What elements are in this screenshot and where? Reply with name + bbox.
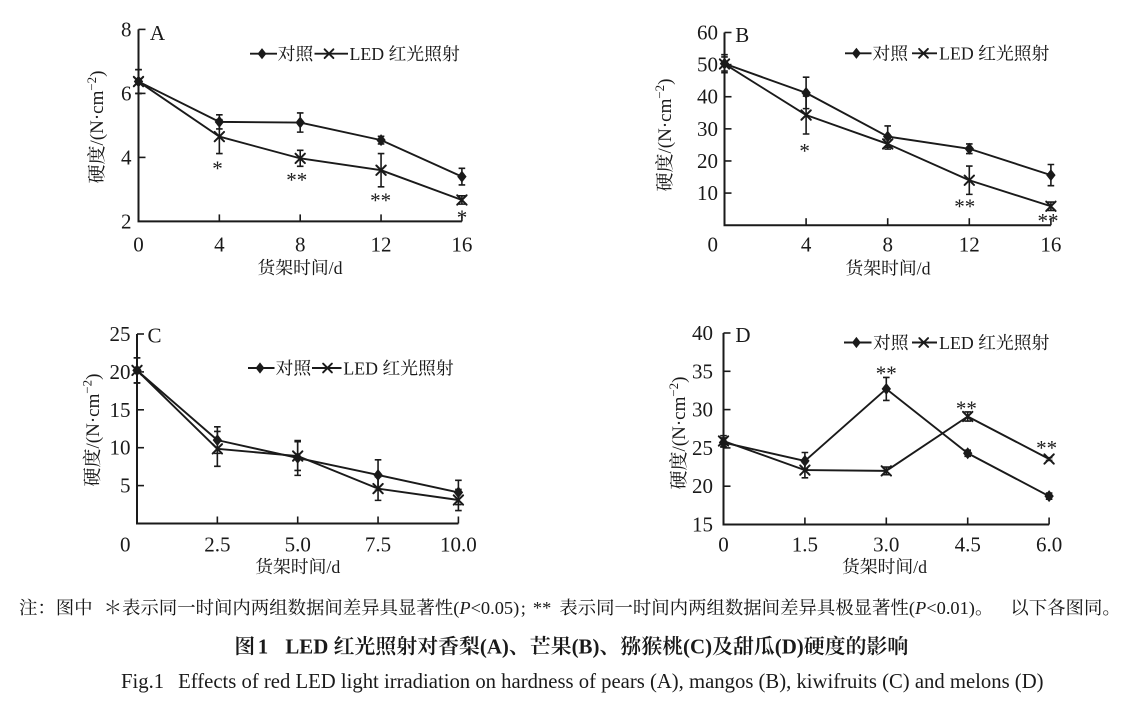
- svg-text:<0.05): <0.05): [471, 598, 520, 619]
- svg-text:−2: −2: [652, 85, 667, 99]
- svg-text:4: 4: [801, 232, 812, 256]
- svg-text:**: **: [954, 195, 975, 219]
- svg-text:6: 6: [121, 81, 132, 105]
- svg-text:35: 35: [692, 359, 713, 383]
- svg-text:0: 0: [120, 532, 131, 556]
- svg-text:15: 15: [692, 513, 713, 537]
- svg-text:(C): (C): [683, 635, 712, 659]
- svg-text:60: 60: [697, 21, 718, 45]
- svg-text:/(N·cm: /(N·cm: [669, 396, 690, 451]
- svg-text:;: ;: [521, 598, 526, 618]
- svg-text:30: 30: [692, 398, 713, 422]
- svg-text:): ): [655, 79, 676, 85]
- svg-text:16: 16: [1040, 232, 1061, 256]
- svg-text:50: 50: [697, 53, 718, 77]
- svg-text:**: **: [533, 598, 551, 618]
- svg-text:LED: LED: [939, 333, 974, 353]
- svg-text:0: 0: [708, 232, 719, 256]
- svg-text:7.5: 7.5: [365, 532, 391, 556]
- svg-text:5.0: 5.0: [285, 532, 311, 556]
- svg-text:8: 8: [121, 17, 132, 41]
- svg-text:4: 4: [121, 145, 132, 169]
- svg-text:8: 8: [882, 232, 893, 256]
- svg-text:/d: /d: [326, 557, 340, 577]
- svg-text:(: (: [909, 598, 915, 619]
- svg-text:1: 1: [258, 635, 268, 659]
- svg-text:6.0: 6.0: [1036, 532, 1062, 556]
- svg-text:2: 2: [121, 209, 132, 233]
- svg-text:40: 40: [697, 85, 718, 109]
- svg-text:20: 20: [692, 474, 713, 498]
- svg-text:10: 10: [110, 436, 131, 460]
- svg-text:(: (: [453, 598, 459, 619]
- svg-text:**: **: [286, 168, 307, 192]
- svg-text:30: 30: [697, 117, 718, 141]
- svg-text:**: **: [956, 397, 977, 421]
- svg-text:**: **: [1036, 436, 1057, 460]
- svg-text:−2: −2: [80, 380, 95, 394]
- svg-text:*: *: [457, 205, 468, 229]
- svg-text:(B): (B): [572, 635, 600, 659]
- svg-text:4: 4: [214, 232, 225, 256]
- svg-text:10: 10: [697, 181, 718, 205]
- svg-text:/d: /d: [329, 258, 343, 278]
- svg-text:LED: LED: [350, 44, 385, 64]
- svg-text:(D): (D): [775, 635, 804, 659]
- svg-text:25: 25: [692, 436, 713, 460]
- svg-text:12: 12: [959, 232, 980, 256]
- svg-text:Effects of red LED light irrad: Effects of red LED light irradiation on …: [178, 671, 1043, 693]
- svg-text:−2: −2: [84, 77, 99, 91]
- svg-text:**: **: [876, 362, 897, 386]
- svg-text:/(N·cm: /(N·cm: [655, 98, 676, 153]
- svg-text:): ): [87, 71, 108, 77]
- svg-text:*: *: [799, 139, 810, 163]
- svg-text:5: 5: [120, 474, 131, 498]
- svg-text:20: 20: [697, 149, 718, 173]
- svg-text:**: **: [1038, 209, 1059, 233]
- svg-text:B: B: [735, 23, 749, 47]
- svg-text:/d: /d: [917, 258, 931, 278]
- svg-text:10.0: 10.0: [440, 532, 477, 556]
- svg-text:1.5: 1.5: [792, 532, 818, 556]
- svg-text:<0.01): <0.01): [926, 598, 975, 619]
- svg-text:): ): [83, 374, 104, 380]
- svg-text:*: *: [212, 156, 223, 180]
- svg-text:LED: LED: [343, 358, 378, 378]
- svg-text:P: P: [914, 598, 926, 618]
- svg-text:−2: −2: [666, 383, 681, 397]
- svg-text:LED: LED: [939, 44, 974, 64]
- svg-text:Fig.1: Fig.1: [121, 671, 164, 693]
- svg-text:/d: /d: [913, 557, 927, 577]
- svg-text:25: 25: [110, 322, 131, 346]
- svg-text:C: C: [147, 323, 161, 347]
- svg-text:16: 16: [451, 232, 472, 256]
- svg-text:0: 0: [718, 532, 729, 556]
- svg-text:P: P: [458, 598, 470, 618]
- svg-text:40: 40: [692, 321, 713, 345]
- svg-text:(A): (A): [480, 635, 509, 659]
- svg-text:0: 0: [133, 232, 144, 256]
- svg-text:20: 20: [110, 360, 131, 384]
- svg-text:/(N·cm: /(N·cm: [83, 393, 104, 448]
- svg-text:4.5: 4.5: [955, 532, 981, 556]
- svg-text:12: 12: [371, 232, 392, 256]
- svg-text:2.5: 2.5: [204, 532, 230, 556]
- svg-text:3.0: 3.0: [873, 532, 899, 556]
- svg-text:15: 15: [110, 398, 131, 422]
- svg-text:D: D: [735, 323, 750, 347]
- svg-text:A: A: [150, 21, 166, 45]
- svg-text:): ): [669, 377, 690, 383]
- svg-text:8: 8: [295, 232, 306, 256]
- svg-text:LED: LED: [285, 635, 328, 659]
- svg-text:/(N·cm: /(N·cm: [87, 90, 108, 145]
- svg-text:**: **: [370, 189, 391, 213]
